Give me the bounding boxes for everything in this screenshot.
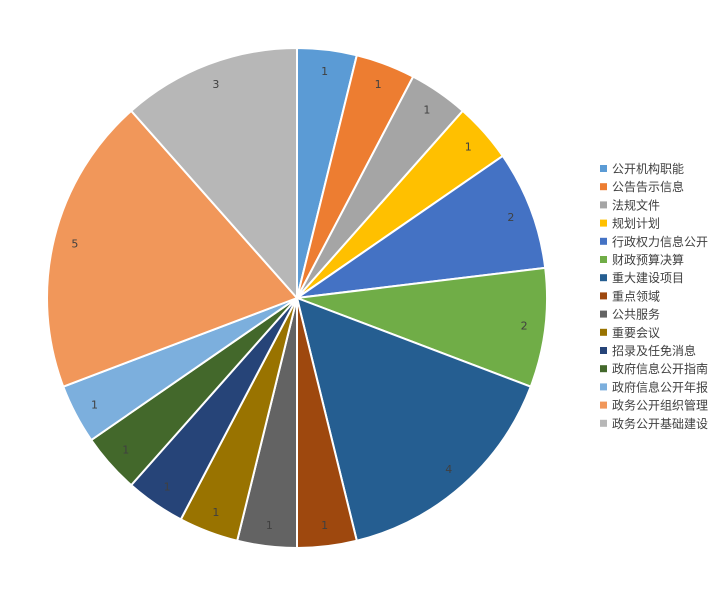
legend-swatch [600, 237, 607, 245]
pie-slice-5 [296, 266, 548, 388]
legend-item-14: 政务公开基础建设 [600, 416, 708, 431]
legend-label: 法规文件 [612, 197, 660, 212]
legend-swatch [600, 419, 607, 427]
legend-item-13: 政务公开组织管理 [600, 398, 708, 413]
legend-swatch [600, 165, 607, 172]
legend-label: 行政权力信息公开 [612, 234, 708, 249]
legend-label: 重点领域 [612, 289, 660, 303]
legend-label: 重大建设项目 [612, 271, 684, 285]
slice-value-label-14: 3 [212, 78, 219, 91]
legend-label: 公开机构职能 [612, 161, 684, 176]
legend-label: 招录及任免消息 [612, 343, 696, 358]
legend-label: 财政预算决算 [612, 252, 684, 267]
legend-swatch [600, 401, 607, 409]
legend-item-6: 重大建设项目 [600, 271, 684, 285]
legend-item-0: 公开机构职能 [600, 161, 684, 176]
legend-label: 政务公开基础建设 [612, 416, 708, 431]
pie-slice-13 [46, 109, 299, 388]
legend-label: 政府信息公开指南 [612, 361, 708, 376]
legend-swatch [600, 383, 607, 391]
legend: 公开机构职能公告告示信息法规文件规划计划行政权力信息公开财政预算决算重大建设项目… [600, 161, 708, 431]
slice-value-label-11: 1 [122, 444, 129, 457]
legend-item-9: 重要会议 [600, 326, 660, 340]
legend-item-5: 财政预算决算 [600, 252, 684, 267]
legend-label: 公共服务 [612, 307, 660, 322]
legend-item-4: 行政权力信息公开 [600, 234, 708, 249]
slice-value-label-2: 1 [423, 104, 430, 117]
legend-item-7: 重点领域 [600, 289, 660, 303]
slice-value-label-3: 1 [465, 140, 472, 153]
pie-data-labels: 1 1 1 1 2 2 4 1 1 1 1 1 1 5 3 [71, 65, 527, 532]
legend-swatch [600, 256, 607, 263]
slice-value-label-13: 5 [71, 237, 78, 250]
legend-item-2: 法规文件 [600, 197, 660, 212]
pie-slice-14 [129, 46, 298, 301]
legend-swatch [600, 365, 607, 373]
legend-label: 重要会议 [612, 326, 660, 340]
legend-swatch [600, 219, 607, 227]
legend-item-10: 招录及任免消息 [600, 343, 696, 358]
legend-swatch [600, 183, 607, 191]
slice-value-label-6: 4 [445, 463, 452, 476]
slice-value-label-4: 2 [507, 211, 514, 224]
legend-swatch [600, 310, 607, 318]
legend-item-12: 政府信息公开年报 [600, 379, 708, 394]
slice-value-label-12: 1 [91, 398, 98, 411]
pie-slice-6 [295, 296, 533, 542]
legend-swatch [600, 347, 607, 354]
legend-swatch [600, 274, 607, 282]
slice-value-label-1: 1 [375, 78, 382, 91]
legend-swatch [600, 328, 607, 336]
legend-item-11: 政府信息公开指南 [600, 361, 708, 376]
legend-item-8: 公共服务 [600, 307, 660, 322]
legend-label: 政府信息公开年报 [612, 379, 708, 394]
slice-value-label-8: 1 [266, 519, 273, 532]
slice-value-label-0: 1 [321, 65, 328, 78]
legend-label: 规划计划 [612, 216, 660, 231]
slice-value-label-9: 1 [212, 506, 219, 519]
legend-swatch [600, 201, 607, 209]
pie-slices [46, 46, 548, 550]
legend-label: 政务公开组织管理 [612, 398, 708, 413]
slice-value-label-5: 2 [521, 320, 528, 333]
slice-value-label-10: 1 [164, 480, 171, 493]
legend-label: 公告告示信息 [612, 179, 684, 194]
legend-item-3: 规划计划 [600, 216, 660, 231]
legend-swatch [600, 292, 607, 300]
legend-item-1: 公告告示信息 [600, 179, 684, 194]
pie-slice-4 [296, 154, 547, 299]
slice-value-label-7: 1 [321, 519, 328, 532]
